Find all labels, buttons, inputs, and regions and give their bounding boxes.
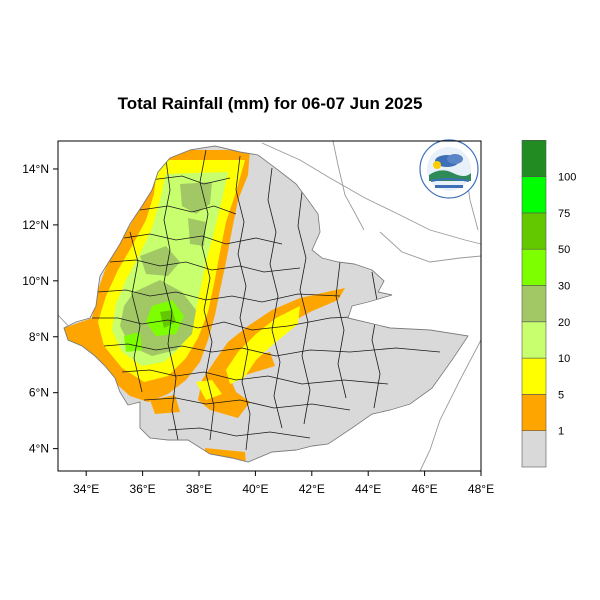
x-tick-label: 44°E [355, 482, 381, 496]
legend: 1 5 10 20 30 50 75 100 [521, 140, 576, 468]
x-tick-label: 42°E [299, 482, 325, 496]
legend-label: 100 [558, 172, 576, 184]
legend-swatch [521, 321, 547, 359]
y-tick-label: 12°N [22, 218, 49, 232]
map-title: Total Rainfall (mm) for 06-07 Jun 2025 [117, 94, 423, 113]
y-axis: 4°N 6°N 8°N 10°N 12°N 14°N [22, 162, 58, 456]
admin-boundaries [92, 149, 441, 451]
legend-label: 50 [558, 244, 570, 256]
legend-label: 5 [558, 389, 564, 401]
x-tick-label: 40°E [242, 482, 268, 496]
x-tick-label: 46°E [412, 482, 438, 496]
y-tick-label: 4°N [29, 442, 49, 456]
legend-swatch [521, 140, 547, 177]
x-tick-label: 48°E [468, 482, 494, 496]
y-tick-label: 8°N [29, 330, 49, 344]
y-tick-label: 10°N [22, 274, 49, 288]
legend-swatch [521, 212, 547, 250]
legend-label: 30 [558, 281, 570, 293]
legend-label: 1 [558, 426, 564, 438]
legend-swatch [521, 248, 547, 286]
legend-swatch [521, 430, 547, 468]
legend-swatch [521, 176, 547, 214]
y-tick-label: 6°N [29, 386, 49, 400]
plot-frame [57, 140, 482, 472]
x-tick-label: 36°E [130, 482, 156, 496]
legend-label: 20 [558, 317, 570, 329]
legend-label: 75 [558, 208, 570, 220]
x-axis: 34°E 36°E 38°E 40°E 42°E 44°E 46°E 48°E [73, 471, 494, 496]
x-tick-label: 34°E [73, 482, 99, 496]
y-tick-label: 14°N [22, 162, 49, 176]
x-tick-label: 38°E [186, 482, 212, 496]
legend-label: 10 [558, 353, 570, 365]
rainfall-shading [64, 150, 345, 462]
national-border [63, 145, 469, 463]
ethiopian-meteorology-logo-icon [419, 139, 479, 199]
legend-swatch [521, 357, 547, 395]
legend-swatch [521, 394, 547, 431]
legend-swatch [521, 285, 547, 323]
